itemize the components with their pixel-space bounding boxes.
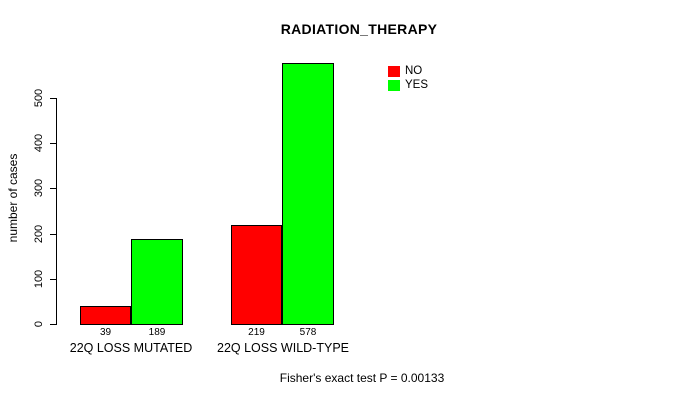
y-tick-mark [50, 188, 57, 189]
chart-title: RADIATION_THERAPY [280, 21, 438, 37]
bar-value-label: 189 [148, 327, 166, 338]
y-tick-label: 200 [33, 224, 45, 244]
bar-value-label: 39 [99, 327, 112, 338]
y-tick-mark [50, 143, 57, 144]
bar-yes-1 [282, 63, 334, 325]
y-tick-label: 0 [33, 320, 45, 328]
y-tick-label: 400 [33, 133, 45, 153]
bar-yes-0 [131, 239, 183, 325]
category-label-mutated: 22Q LOSS MUTATED [69, 341, 193, 355]
bar-no-0 [80, 306, 131, 325]
legend-item-no: NO [388, 65, 428, 78]
bar-value-label: 578 [299, 327, 317, 338]
legend-label-yes: YES [405, 79, 429, 91]
legend-swatch-no [388, 66, 400, 77]
y-tick-mark [50, 98, 57, 99]
y-tick-label: 500 [33, 88, 45, 108]
legend: NO YES [388, 65, 428, 93]
bar-value-label: 219 [248, 327, 265, 338]
y-tick-label: 300 [33, 178, 45, 198]
y-tick-label: 100 [33, 269, 45, 289]
legend-label-no: NO [405, 65, 423, 77]
y-tick-mark [50, 279, 57, 280]
y-axis-line [56, 98, 57, 325]
y-tick-mark [50, 234, 57, 235]
bar-no-1 [231, 225, 282, 325]
legend-item-yes: YES [388, 79, 428, 92]
legend-swatch-yes [388, 80, 400, 91]
annotation-text: Fisher's exact test P = 0.00133 [279, 371, 445, 385]
category-label-wild-type: 22Q LOSS WILD-TYPE [217, 341, 349, 355]
y-axis-label: number of cases [6, 153, 20, 243]
y-tick-mark [50, 324, 57, 325]
